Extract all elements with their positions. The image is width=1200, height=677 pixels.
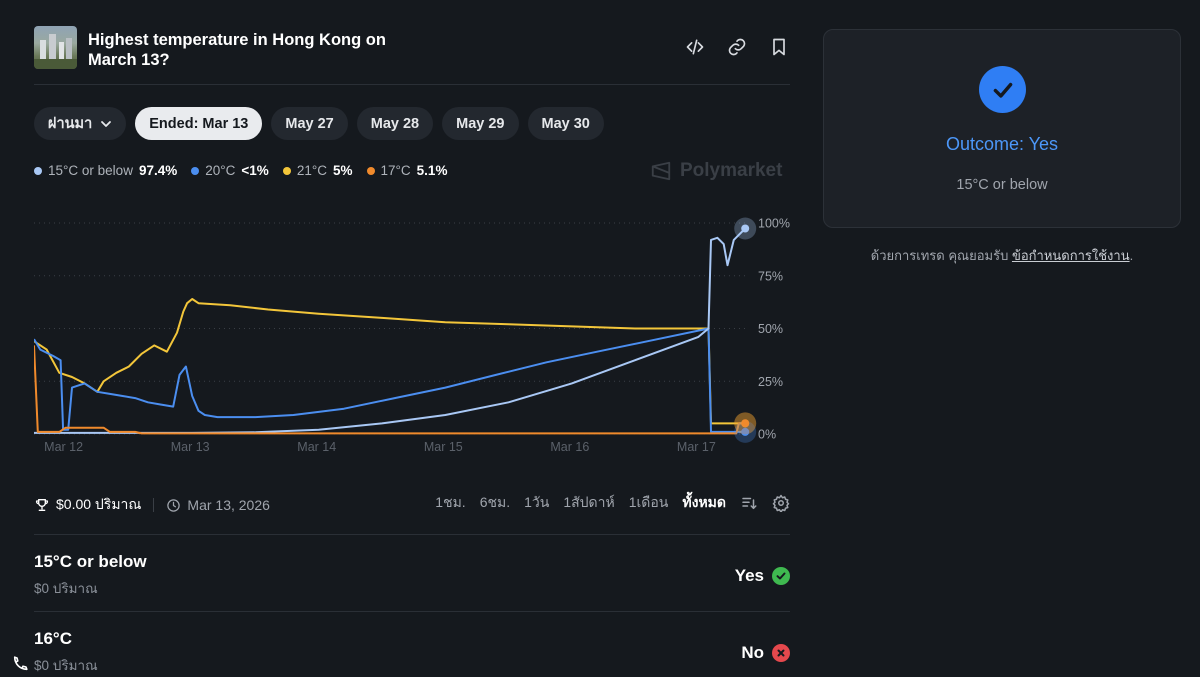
range-6h[interactable]: 6ชม.	[479, 494, 511, 510]
legend-value: <1%	[241, 163, 269, 178]
legend-dot	[282, 166, 291, 175]
watermark-text: Polymarket	[680, 160, 783, 181]
time-range-selector: 1ชม. 6ชม. 1วัน 1สัปดาห์ 1เดือน ทั้งหมด	[435, 492, 790, 514]
outcome-name: 16°C	[34, 629, 72, 648]
y-tick-label: 25%	[758, 375, 783, 389]
x-tick-label: Mar 17	[677, 440, 716, 454]
legend-item: 21°C 5%	[282, 163, 353, 178]
row-divider	[34, 534, 790, 535]
legend-value: 5.1%	[416, 163, 448, 178]
y-tick-label: 50%	[758, 322, 783, 336]
pill-past-dropdown[interactable]: ผ่านมา	[34, 107, 127, 140]
volume-info: $0.00 ปริมาณ Mar 13, 2026	[34, 494, 270, 516]
y-tick-label: 0%	[758, 428, 776, 442]
terms-prefix: ด้วยการเทรด คุณยอมรับ	[870, 248, 1012, 263]
y-tick-label: 100%	[758, 217, 790, 231]
outcome-volume: $0 ปริมาณ	[34, 658, 98, 673]
chevron-down-icon	[101, 120, 112, 127]
series-line	[34, 227, 746, 434]
pill-label: ผ่านมา	[48, 116, 93, 132]
sort-icon[interactable]	[740, 494, 758, 512]
x-tick-label: Mar 15	[424, 440, 463, 454]
legend-name: 20°C	[205, 163, 236, 178]
copy-link-icon[interactable]	[726, 36, 748, 58]
volume-row: $0.00 ปริมาณ Mar 13, 2026 1ชม. 6ชม. 1วัน…	[34, 492, 790, 514]
series-end-point	[741, 427, 750, 436]
pill-may-30[interactable]: May 30	[527, 107, 604, 140]
outcome-result-label: Yes	[734, 566, 764, 585]
x-tick-label: Mar 12	[44, 440, 83, 454]
pill-may-28[interactable]: May 28	[356, 107, 434, 140]
y-tick-label: 75%	[758, 269, 783, 283]
outcome-row-16c[interactable]: 16°C $0 ปริมาณ No	[34, 629, 790, 677]
range-1m[interactable]: 1เดือน	[628, 494, 669, 510]
check-circle-icon	[979, 66, 1026, 113]
legend-dot	[191, 166, 200, 175]
range-1w[interactable]: 1สัปดาห์	[563, 494, 615, 510]
x-tick-label: Mar 16	[550, 440, 589, 454]
legend-value: 97.4%	[138, 163, 178, 178]
embed-code-icon[interactable]	[684, 36, 706, 58]
market-header: Highest temperature in Hong Kong on Marc…	[34, 26, 790, 70]
series-line	[34, 345, 746, 435]
terms-suffix: .	[1129, 248, 1134, 263]
trophy-icon	[35, 499, 49, 511]
outcome-result: No	[741, 643, 790, 663]
series-end-point	[741, 224, 750, 233]
header-actions	[684, 36, 790, 58]
legend-item: 20°C <1%	[191, 163, 269, 178]
price-history-chart[interactable]: 100% 75% 50% 25% 0% Mar 12 Mar 13 Mar 14 Mar 15 M…	[34, 205, 804, 465]
legend-name: 21°C	[296, 163, 327, 178]
volume-separator	[153, 498, 155, 512]
outcome-volume: $0 ปริมาณ	[34, 581, 98, 596]
polymarket-watermark: Polymarket	[650, 160, 782, 182]
outcome-result: Yes	[735, 566, 790, 586]
chart-legend: 15°C or below 97.4% 20°C <1% 21°C 5% 17°…	[34, 163, 447, 178]
legend-value: 5%	[332, 163, 353, 178]
legend-dot	[366, 166, 375, 175]
pill-may-27[interactable]: May 27	[271, 107, 348, 140]
volume-amount: $0.00 ปริมาณ	[56, 496, 142, 512]
series-line	[34, 327, 746, 433]
bookmark-icon[interactable]	[768, 36, 790, 58]
terms-link[interactable]: ข้อกำหนดการใช้งาน	[1011, 248, 1130, 263]
market-thumbnail	[34, 26, 77, 69]
market-title: Highest temperature in Hong Kong on Marc…	[88, 31, 386, 69]
polymarket-logo-icon	[651, 161, 671, 181]
x-circle-icon	[772, 644, 790, 662]
date-pills: ผ่านมา Ended: Mar 13 May 27 May 28 May 2…	[34, 107, 604, 140]
legend-item: 17°C 5.1%	[366, 163, 448, 178]
pill-ended-mar-13[interactable]: Ended: Mar 13	[135, 107, 263, 140]
legend-item: 15°C or below 97.4%	[34, 163, 177, 178]
outcome-name: 15°C or below	[34, 552, 147, 571]
x-tick-label: Mar 13	[171, 440, 210, 454]
series-line	[34, 298, 746, 425]
range-1h[interactable]: 1ชม.	[435, 494, 466, 510]
range-all[interactable]: ทั้งหมด	[682, 494, 726, 510]
outcome-row-15c[interactable]: 15°C or below $0 ปริมาณ Yes	[34, 552, 790, 622]
end-date: Mar 13, 2026	[187, 497, 270, 513]
row-divider	[34, 611, 790, 612]
outcome-result-label: No	[741, 643, 764, 662]
legend-name: 15°C or below	[48, 163, 133, 178]
terms-notice: ด้วยการเทรด คุณยอมรับ ข้อกำหนดการใช้งาน.	[823, 245, 1181, 266]
outcome-title: Outcome: Yes	[945, 134, 1059, 154]
x-tick-label: Mar 14	[297, 440, 336, 454]
gear-icon[interactable]	[772, 494, 790, 512]
legend-name: 17°C	[380, 163, 411, 178]
legend-dot	[34, 166, 42, 175]
outcome-subtitle: 15°C or below	[956, 177, 1048, 193]
pill-may-29[interactable]: May 29	[442, 107, 519, 140]
check-circle-icon	[772, 567, 790, 585]
header-divider	[34, 84, 790, 85]
clock-icon	[167, 498, 181, 512]
outcome-card: Outcome: Yes 15°C or below	[823, 29, 1181, 228]
series-end-point	[741, 419, 750, 428]
phone-icon[interactable]	[11, 655, 29, 673]
range-1d[interactable]: 1วัน	[524, 494, 550, 510]
